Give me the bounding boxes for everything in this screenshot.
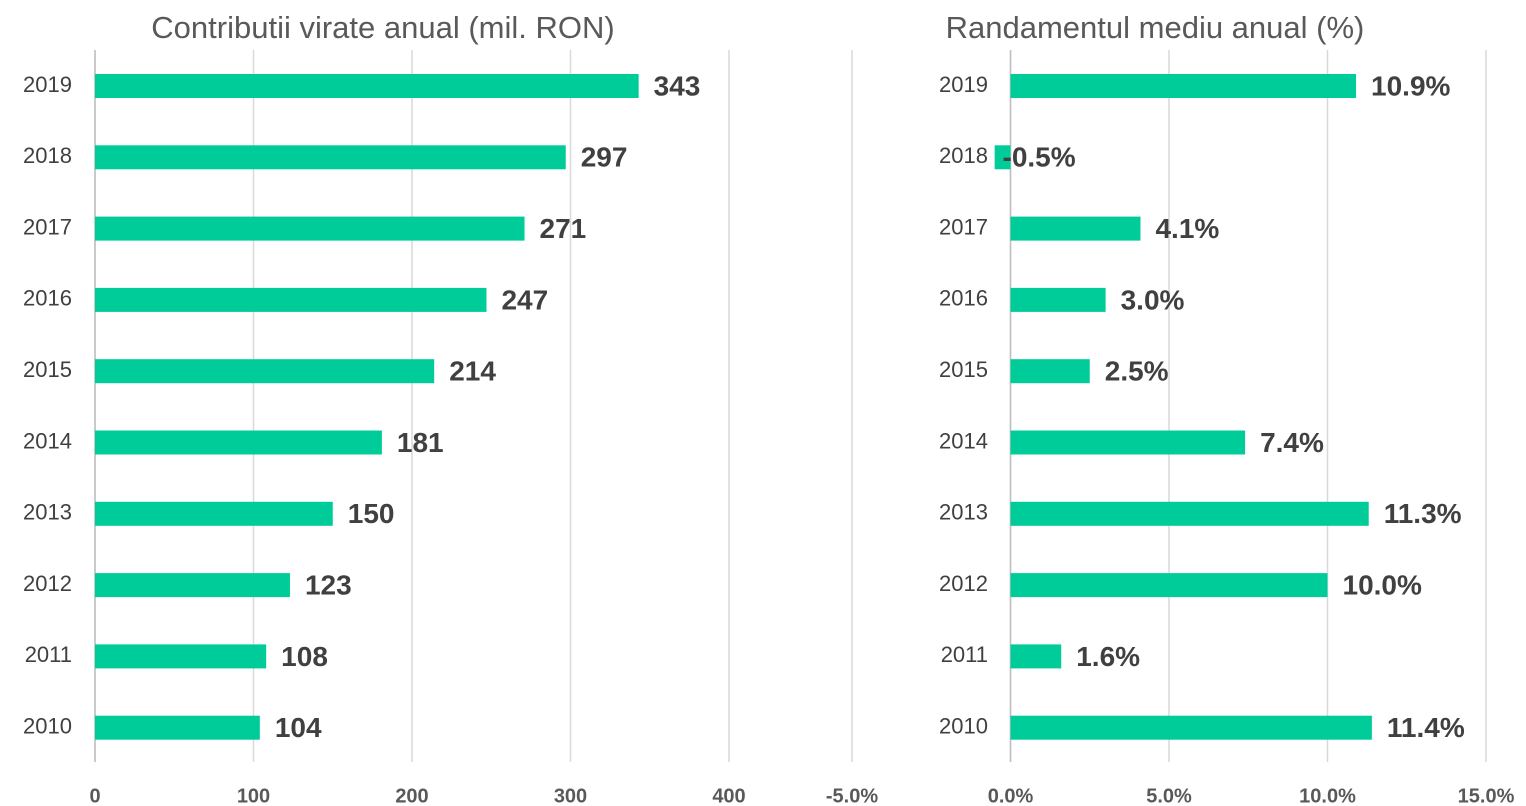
data-label: 10.9% — [1371, 70, 1450, 101]
bar — [1010, 715, 1372, 740]
bar — [1010, 573, 1328, 598]
data-label: 343 — [654, 70, 701, 101]
category-label: 2011 — [25, 642, 72, 667]
category-label: 2015 — [939, 357, 988, 382]
category-label: 2019 — [939, 72, 988, 97]
x-tick-label: 0.0% — [988, 785, 1034, 806]
category-label: 2013 — [23, 500, 72, 525]
chart-title: Randamentul mediu anual (%) — [946, 10, 1365, 45]
bar — [1010, 501, 1369, 526]
category-label: 2017 — [23, 214, 72, 239]
x-tick-label: 0 — [89, 785, 100, 806]
category-label: 2014 — [23, 428, 72, 453]
bar — [95, 216, 525, 241]
x-tick-label: 15.0% — [1458, 785, 1515, 806]
bar — [95, 145, 566, 170]
bar — [95, 644, 267, 669]
data-label: 4.1% — [1155, 213, 1219, 244]
data-label: 150 — [348, 498, 395, 529]
x-tick-label: 5.0% — [1146, 785, 1192, 806]
category-label: 2010 — [939, 714, 988, 739]
data-label: 297 — [581, 142, 628, 173]
bar — [95, 359, 435, 384]
category-label: 2014 — [939, 428, 988, 453]
data-label: 7.4% — [1260, 427, 1324, 458]
bar — [1010, 430, 1246, 455]
data-label: -0.5% — [1003, 142, 1076, 173]
bar — [1010, 287, 1106, 312]
x-tick-label: 10.0% — [1299, 785, 1356, 806]
data-label: 108 — [281, 641, 328, 672]
data-label: 247 — [501, 284, 548, 315]
x-tick-label: 300 — [554, 785, 587, 806]
category-label: 2017 — [939, 214, 988, 239]
category-label: 2012 — [23, 571, 72, 596]
data-label: 3.0% — [1121, 284, 1185, 315]
category-label: 2018 — [23, 143, 72, 168]
category-label: 2013 — [939, 500, 988, 525]
data-label: 11.4% — [1387, 712, 1465, 743]
bar — [1010, 216, 1141, 241]
data-label: 10.0% — [1343, 569, 1422, 600]
bar — [95, 715, 260, 740]
bar — [95, 573, 290, 598]
category-label: 2016 — [939, 286, 988, 311]
x-tick-label: -5.0% — [826, 785, 878, 806]
x-tick-label: 100 — [237, 785, 270, 806]
bar — [994, 145, 1011, 170]
bar — [95, 430, 382, 455]
bar — [1010, 359, 1090, 384]
bar — [1010, 644, 1062, 669]
category-label: 2010 — [23, 714, 72, 739]
data-label: 2.5% — [1105, 356, 1169, 387]
data-label: 214 — [449, 356, 496, 387]
data-label: 271 — [540, 213, 587, 244]
x-tick-label: 400 — [712, 785, 745, 806]
data-label: 11.3% — [1384, 498, 1462, 529]
data-label: 1.6% — [1076, 641, 1140, 672]
data-label: 104 — [275, 712, 322, 743]
bar — [95, 74, 639, 98]
category-label: 2012 — [939, 571, 988, 596]
data-label: 123 — [305, 569, 352, 600]
data-label: 181 — [397, 427, 444, 458]
chart-title: Contributii virate anual (mil. RON) — [151, 10, 614, 45]
x-tick-label: 200 — [395, 785, 428, 806]
category-label: 2016 — [23, 286, 72, 311]
category-label: 2019 — [23, 72, 72, 97]
bar — [1010, 74, 1357, 98]
bar — [95, 287, 487, 312]
category-label: 2015 — [23, 357, 72, 382]
category-label: 2018 — [939, 143, 988, 168]
category-label: 2011 — [941, 642, 988, 667]
bar — [95, 501, 333, 526]
